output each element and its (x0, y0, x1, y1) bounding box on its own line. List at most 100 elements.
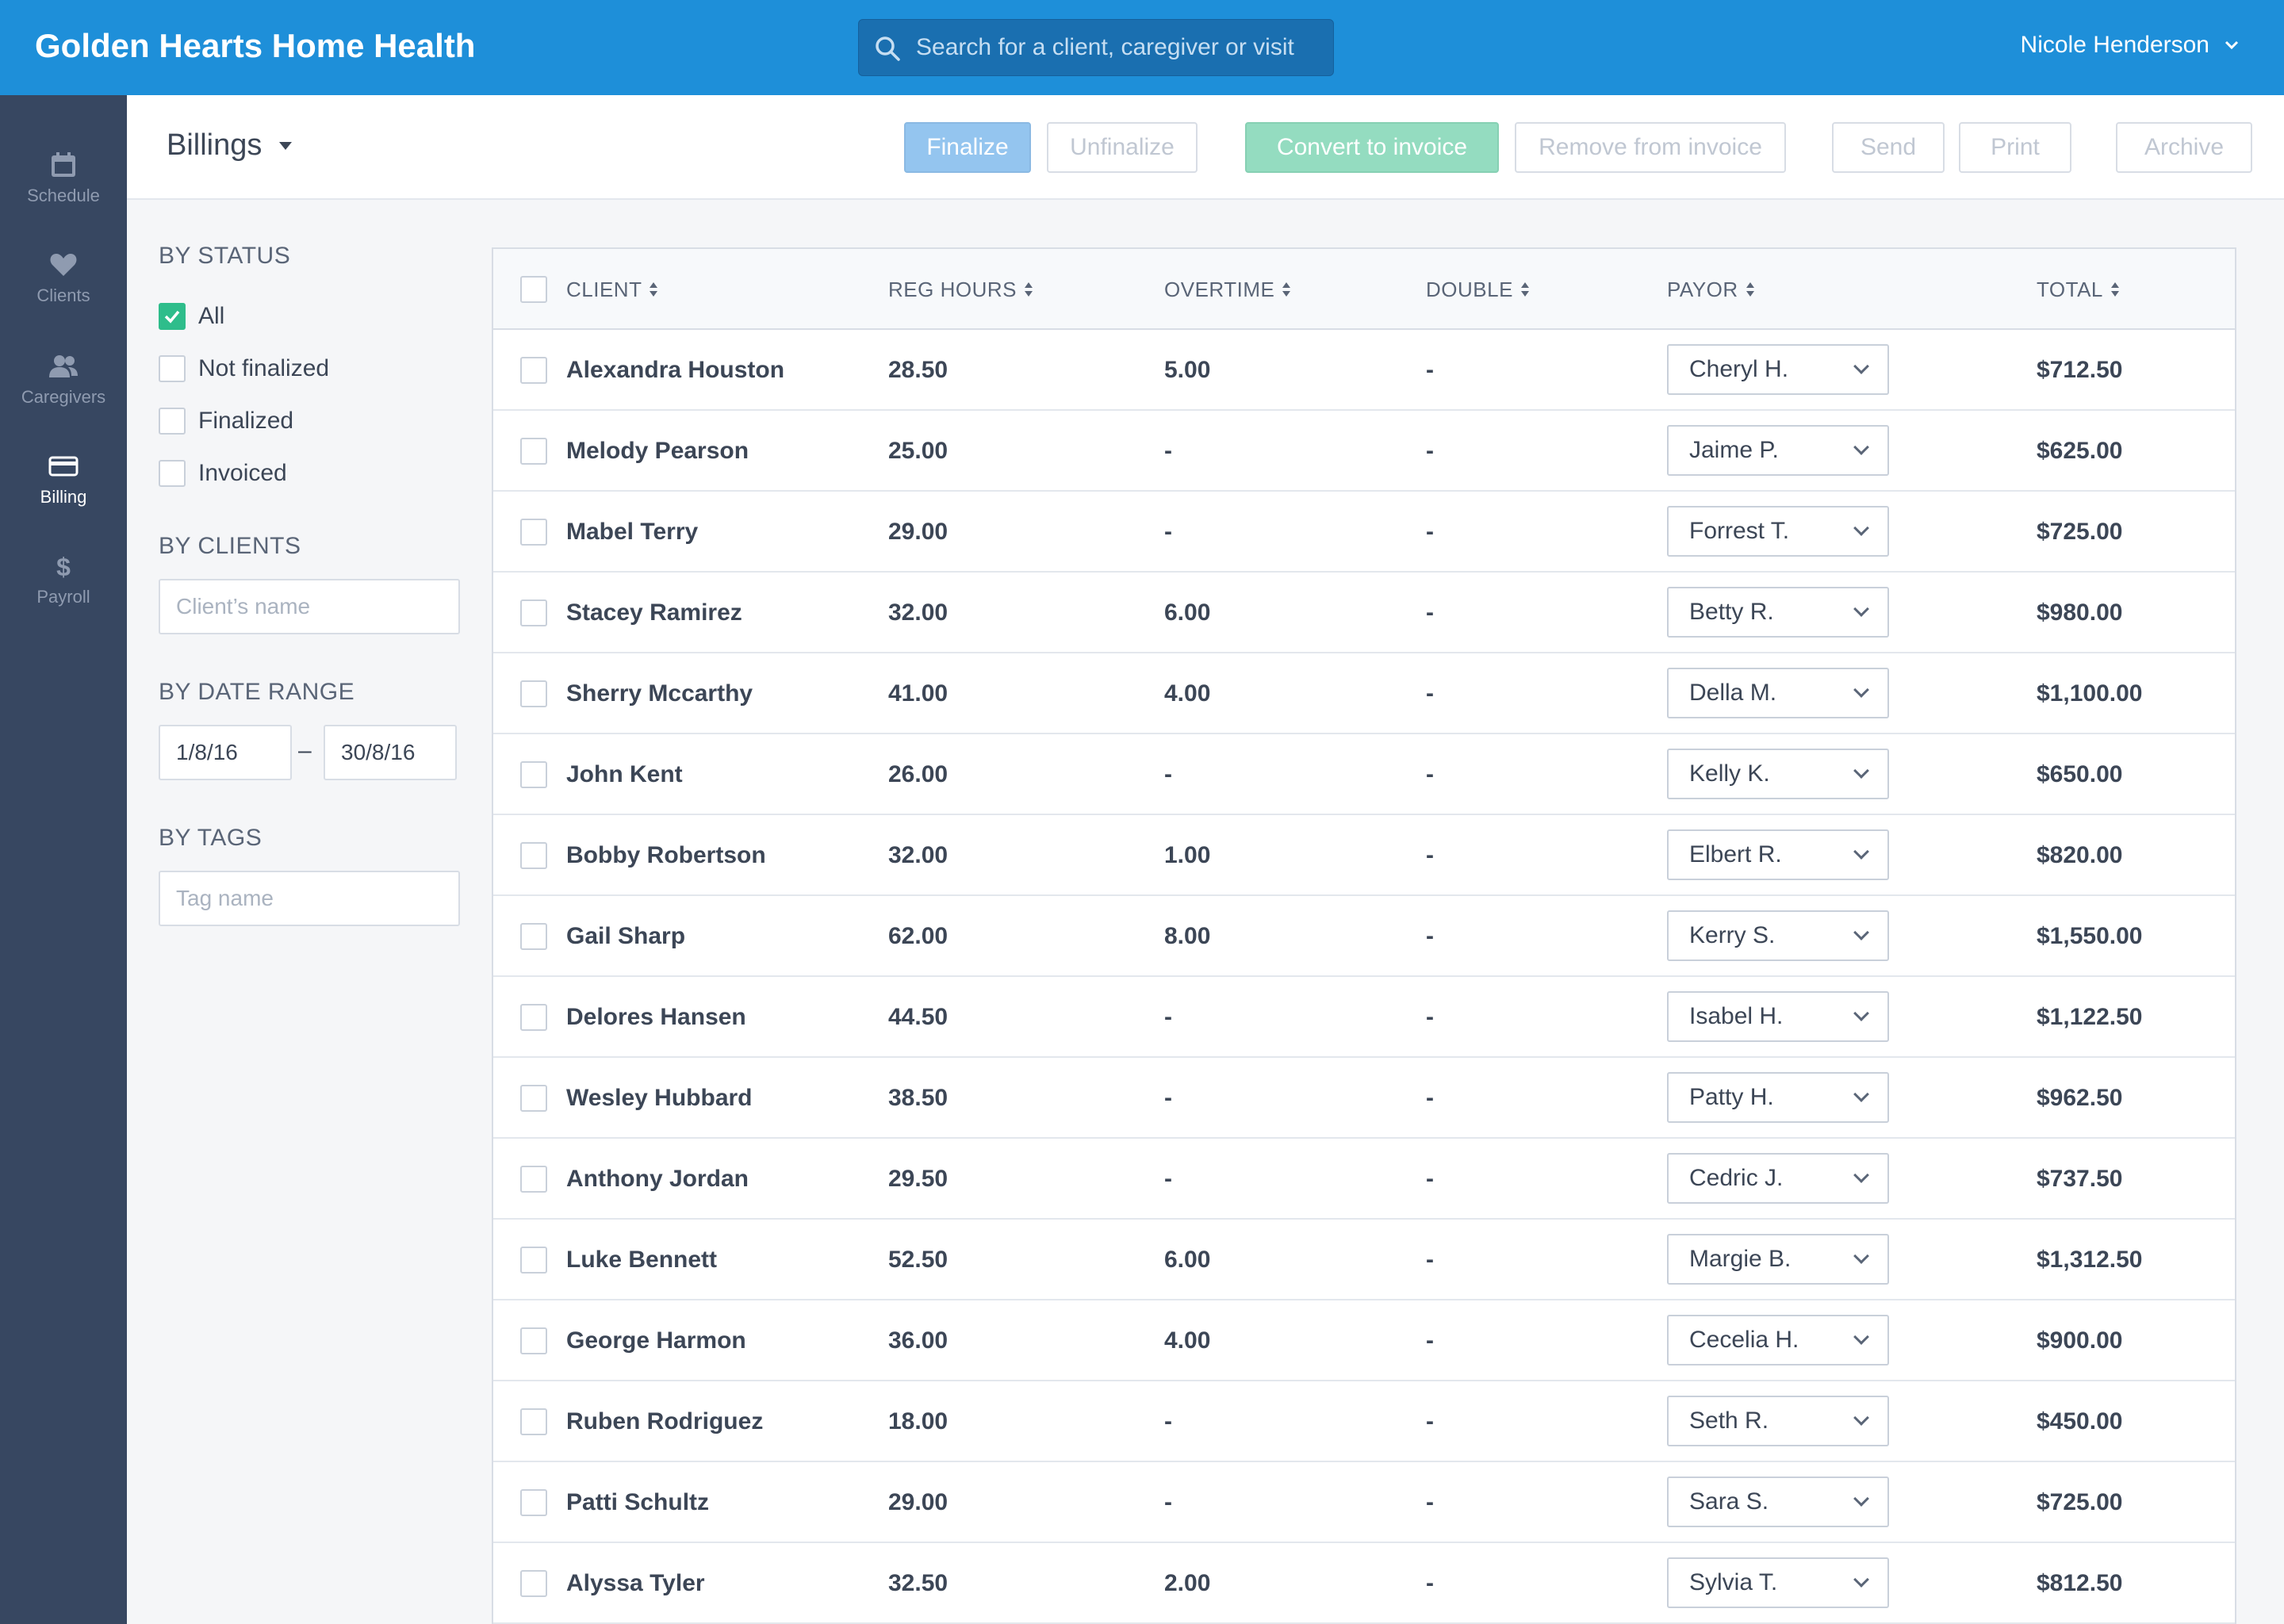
row-checkbox[interactable] (520, 761, 547, 788)
unfinalize-button[interactable]: Unfinalize (1047, 122, 1198, 173)
tag-name-input[interactable]: Tag name (159, 871, 460, 926)
row-checkbox[interactable] (520, 1247, 547, 1274)
nav-item-schedule[interactable]: Schedule (0, 149, 127, 236)
column-header-double[interactable]: DOUBLE (1426, 278, 1529, 302)
payor-select[interactable]: Cecelia H. (1667, 1315, 1889, 1365)
cell-total: $1,312.50 (2037, 1247, 2143, 1273)
table-row[interactable]: Alyssa Tyler 32.50 2.00 - Sylvia T. $812.50 (493, 1543, 2235, 1624)
table-row[interactable]: Sherry Mccarthy 41.00 4.00 - Della M. $1,100.… (493, 653, 2235, 734)
convert-to-invoice-button[interactable]: Convert to invoice (1245, 122, 1499, 173)
column-header-payor[interactable]: PAYOR (1667, 278, 1754, 302)
row-checkbox[interactable] (520, 357, 547, 384)
payor-select[interactable]: Betty R. (1667, 587, 1889, 638)
nav-item-billing[interactable]: Billing (0, 450, 127, 538)
row-checkbox[interactable] (520, 680, 547, 707)
status-option-invoiced[interactable]: Invoiced (159, 460, 287, 487)
page-title-dropdown[interactable]: Billings (167, 128, 293, 163)
row-checkbox[interactable] (520, 519, 547, 546)
payor-select[interactable]: Della M. (1667, 668, 1889, 718)
chevron-down-icon (1853, 1005, 1869, 1021)
status-option-not-finalized[interactable]: Not finalized (159, 355, 329, 382)
table-row[interactable]: Anthony Jordan 29.50 - - Cedric J. $737.50 (493, 1139, 2235, 1220)
finalize-button[interactable]: Finalize (904, 122, 1031, 173)
send-button[interactable]: Send (1832, 122, 1945, 173)
nav-item-payroll[interactable]: $ Payroll (0, 550, 127, 638)
payor-select[interactable]: Elbert R. (1667, 829, 1889, 880)
row-checkbox[interactable] (520, 842, 547, 869)
row-checkbox[interactable] (520, 1327, 547, 1354)
checkbox[interactable] (159, 460, 186, 487)
cell-double: - (1426, 519, 1434, 545)
checkbox[interactable] (159, 355, 186, 382)
date-separator: – (298, 737, 312, 764)
payor-select[interactable]: Jaime P. (1667, 425, 1889, 476)
cell-client: Alyssa Tyler (566, 1570, 705, 1596)
select-all-checkbox[interactable] (520, 276, 547, 303)
cell-total: $820.00 (2037, 842, 2123, 868)
payor-select[interactable]: Margie B. (1667, 1234, 1889, 1285)
row-checkbox[interactable] (520, 1085, 547, 1112)
status-option-finalized[interactable]: Finalized (159, 408, 293, 435)
payor-select[interactable]: Patty H. (1667, 1072, 1889, 1123)
row-checkbox[interactable] (520, 438, 547, 465)
nav-label: Schedule (27, 186, 100, 205)
client-name-input[interactable]: Client’s name (159, 579, 460, 634)
payor-select[interactable]: Cedric J. (1667, 1153, 1889, 1204)
payor-select[interactable]: Kerry S. (1667, 910, 1889, 961)
table-row[interactable]: Delores Hansen 44.50 - - Isabel H. $1,122.50 (493, 977, 2235, 1058)
column-header-reg-hours[interactable]: REG HOURS (888, 278, 1033, 302)
column-header-total[interactable]: TOTAL (2037, 278, 2119, 302)
search-box[interactable] (858, 19, 1334, 76)
table-row[interactable]: Wesley Hubbard 38.50 - - Patty H. $962.50 (493, 1058, 2235, 1139)
cell-overtime: - (1164, 438, 1172, 464)
checkbox-checked[interactable] (159, 303, 186, 330)
chevron-down-icon (1853, 844, 1869, 860)
table-row[interactable]: Gail Sharp 62.00 8.00 - Kerry S. $1,550.00 (493, 896, 2235, 977)
checkbox[interactable] (159, 408, 186, 435)
payor-select[interactable]: Cheryl H. (1667, 344, 1889, 395)
table-row[interactable]: Melody Pearson 25.00 - - Jaime P. $625.00 (493, 411, 2235, 492)
payor-select[interactable]: Seth R. (1667, 1396, 1889, 1446)
row-checkbox[interactable] (520, 599, 547, 626)
nav-item-clients[interactable]: Clients (0, 249, 127, 336)
date-from-input[interactable]: 1/8/16 (159, 725, 292, 780)
table-row[interactable]: Luke Bennett 52.50 6.00 - Margie B. $1,312.50 (493, 1220, 2235, 1300)
payor-select[interactable]: Sara S. (1667, 1477, 1889, 1527)
status-option-label: Not finalized (198, 355, 330, 381)
status-option-label: Finalized (198, 408, 294, 434)
row-checkbox[interactable] (520, 1166, 547, 1193)
status-option-all[interactable]: All (159, 303, 224, 330)
cell-reg-hours: 29.00 (888, 519, 948, 545)
page-title: Billings (167, 128, 263, 162)
search-input[interactable] (916, 20, 1328, 75)
table-row[interactable]: Mabel Terry 29.00 - - Forrest T. $725.00 (493, 492, 2235, 573)
table-row[interactable]: Ruben Rodriguez 18.00 - - Seth R. $450.00 (493, 1381, 2235, 1462)
payor-value: Cecelia H. (1689, 1327, 1799, 1353)
cell-overtime: - (1164, 1085, 1172, 1111)
table-row[interactable]: Patti Schultz 29.00 - - Sara S. $725.00 (493, 1462, 2235, 1543)
table-row[interactable]: John Kent 26.00 - - Kelly K. $650.00 (493, 734, 2235, 815)
table-row[interactable]: George Harmon 36.00 4.00 - Cecelia H. $900.00 (493, 1300, 2235, 1381)
table-row[interactable]: Bobby Robertson 32.00 1.00 - Elbert R. $820.0… (493, 815, 2235, 896)
row-checkbox[interactable] (520, 1408, 547, 1435)
row-checkbox[interactable] (520, 1004, 547, 1031)
row-checkbox[interactable] (520, 1489, 547, 1516)
sort-icon (1024, 282, 1033, 298)
nav-item-caregivers[interactable]: Caregivers (0, 350, 127, 438)
column-header-overtime[interactable]: OVERTIME (1164, 278, 1291, 302)
row-checkbox[interactable] (520, 1570, 547, 1597)
table-row[interactable]: Stacey Ramirez 32.00 6.00 - Betty R. $980.00 (493, 573, 2235, 653)
cell-overtime: - (1164, 1408, 1172, 1434)
column-header-client[interactable]: CLIENT (566, 278, 658, 302)
remove-from-invoice-button[interactable]: Remove from invoice (1515, 122, 1786, 173)
date-to-input[interactable]: 30/8/16 (324, 725, 457, 780)
archive-button[interactable]: Archive (2116, 122, 2252, 173)
payor-select[interactable]: Sylvia T. (1667, 1557, 1889, 1608)
row-checkbox[interactable] (520, 923, 547, 950)
payor-select[interactable]: Isabel H. (1667, 991, 1889, 1042)
table-row[interactable]: Alexandra Houston 28.50 5.00 - Cheryl H. $712… (493, 330, 2235, 411)
user-menu[interactable]: Nicole Henderson (2021, 32, 2240, 59)
payor-select[interactable]: Forrest T. (1667, 506, 1889, 557)
print-button[interactable]: Print (1959, 122, 2071, 173)
payor-select[interactable]: Kelly K. (1667, 749, 1889, 799)
